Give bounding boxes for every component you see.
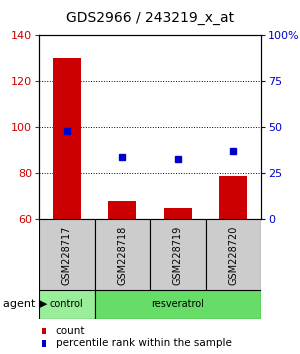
Bar: [39, 219, 94, 290]
Text: agent ▶: agent ▶: [3, 299, 47, 309]
Text: count: count: [56, 326, 85, 336]
Bar: [164, 208, 192, 219]
Bar: [39, 290, 94, 319]
Text: control: control: [50, 299, 84, 309]
Text: GSM228718: GSM228718: [117, 225, 127, 285]
Text: GSM228717: GSM228717: [62, 225, 72, 285]
Bar: [53, 58, 81, 219]
Bar: [206, 219, 261, 290]
Bar: [150, 219, 206, 290]
Bar: [94, 290, 261, 319]
Bar: [108, 201, 136, 219]
Text: GDS2966 / 243219_x_at: GDS2966 / 243219_x_at: [66, 11, 234, 25]
Text: resveratrol: resveratrol: [151, 299, 204, 309]
Text: GSM228720: GSM228720: [228, 225, 238, 285]
Bar: [94, 219, 150, 290]
Text: GSM228719: GSM228719: [173, 225, 183, 285]
Bar: [219, 176, 247, 219]
Text: percentile rank within the sample: percentile rank within the sample: [56, 338, 231, 348]
